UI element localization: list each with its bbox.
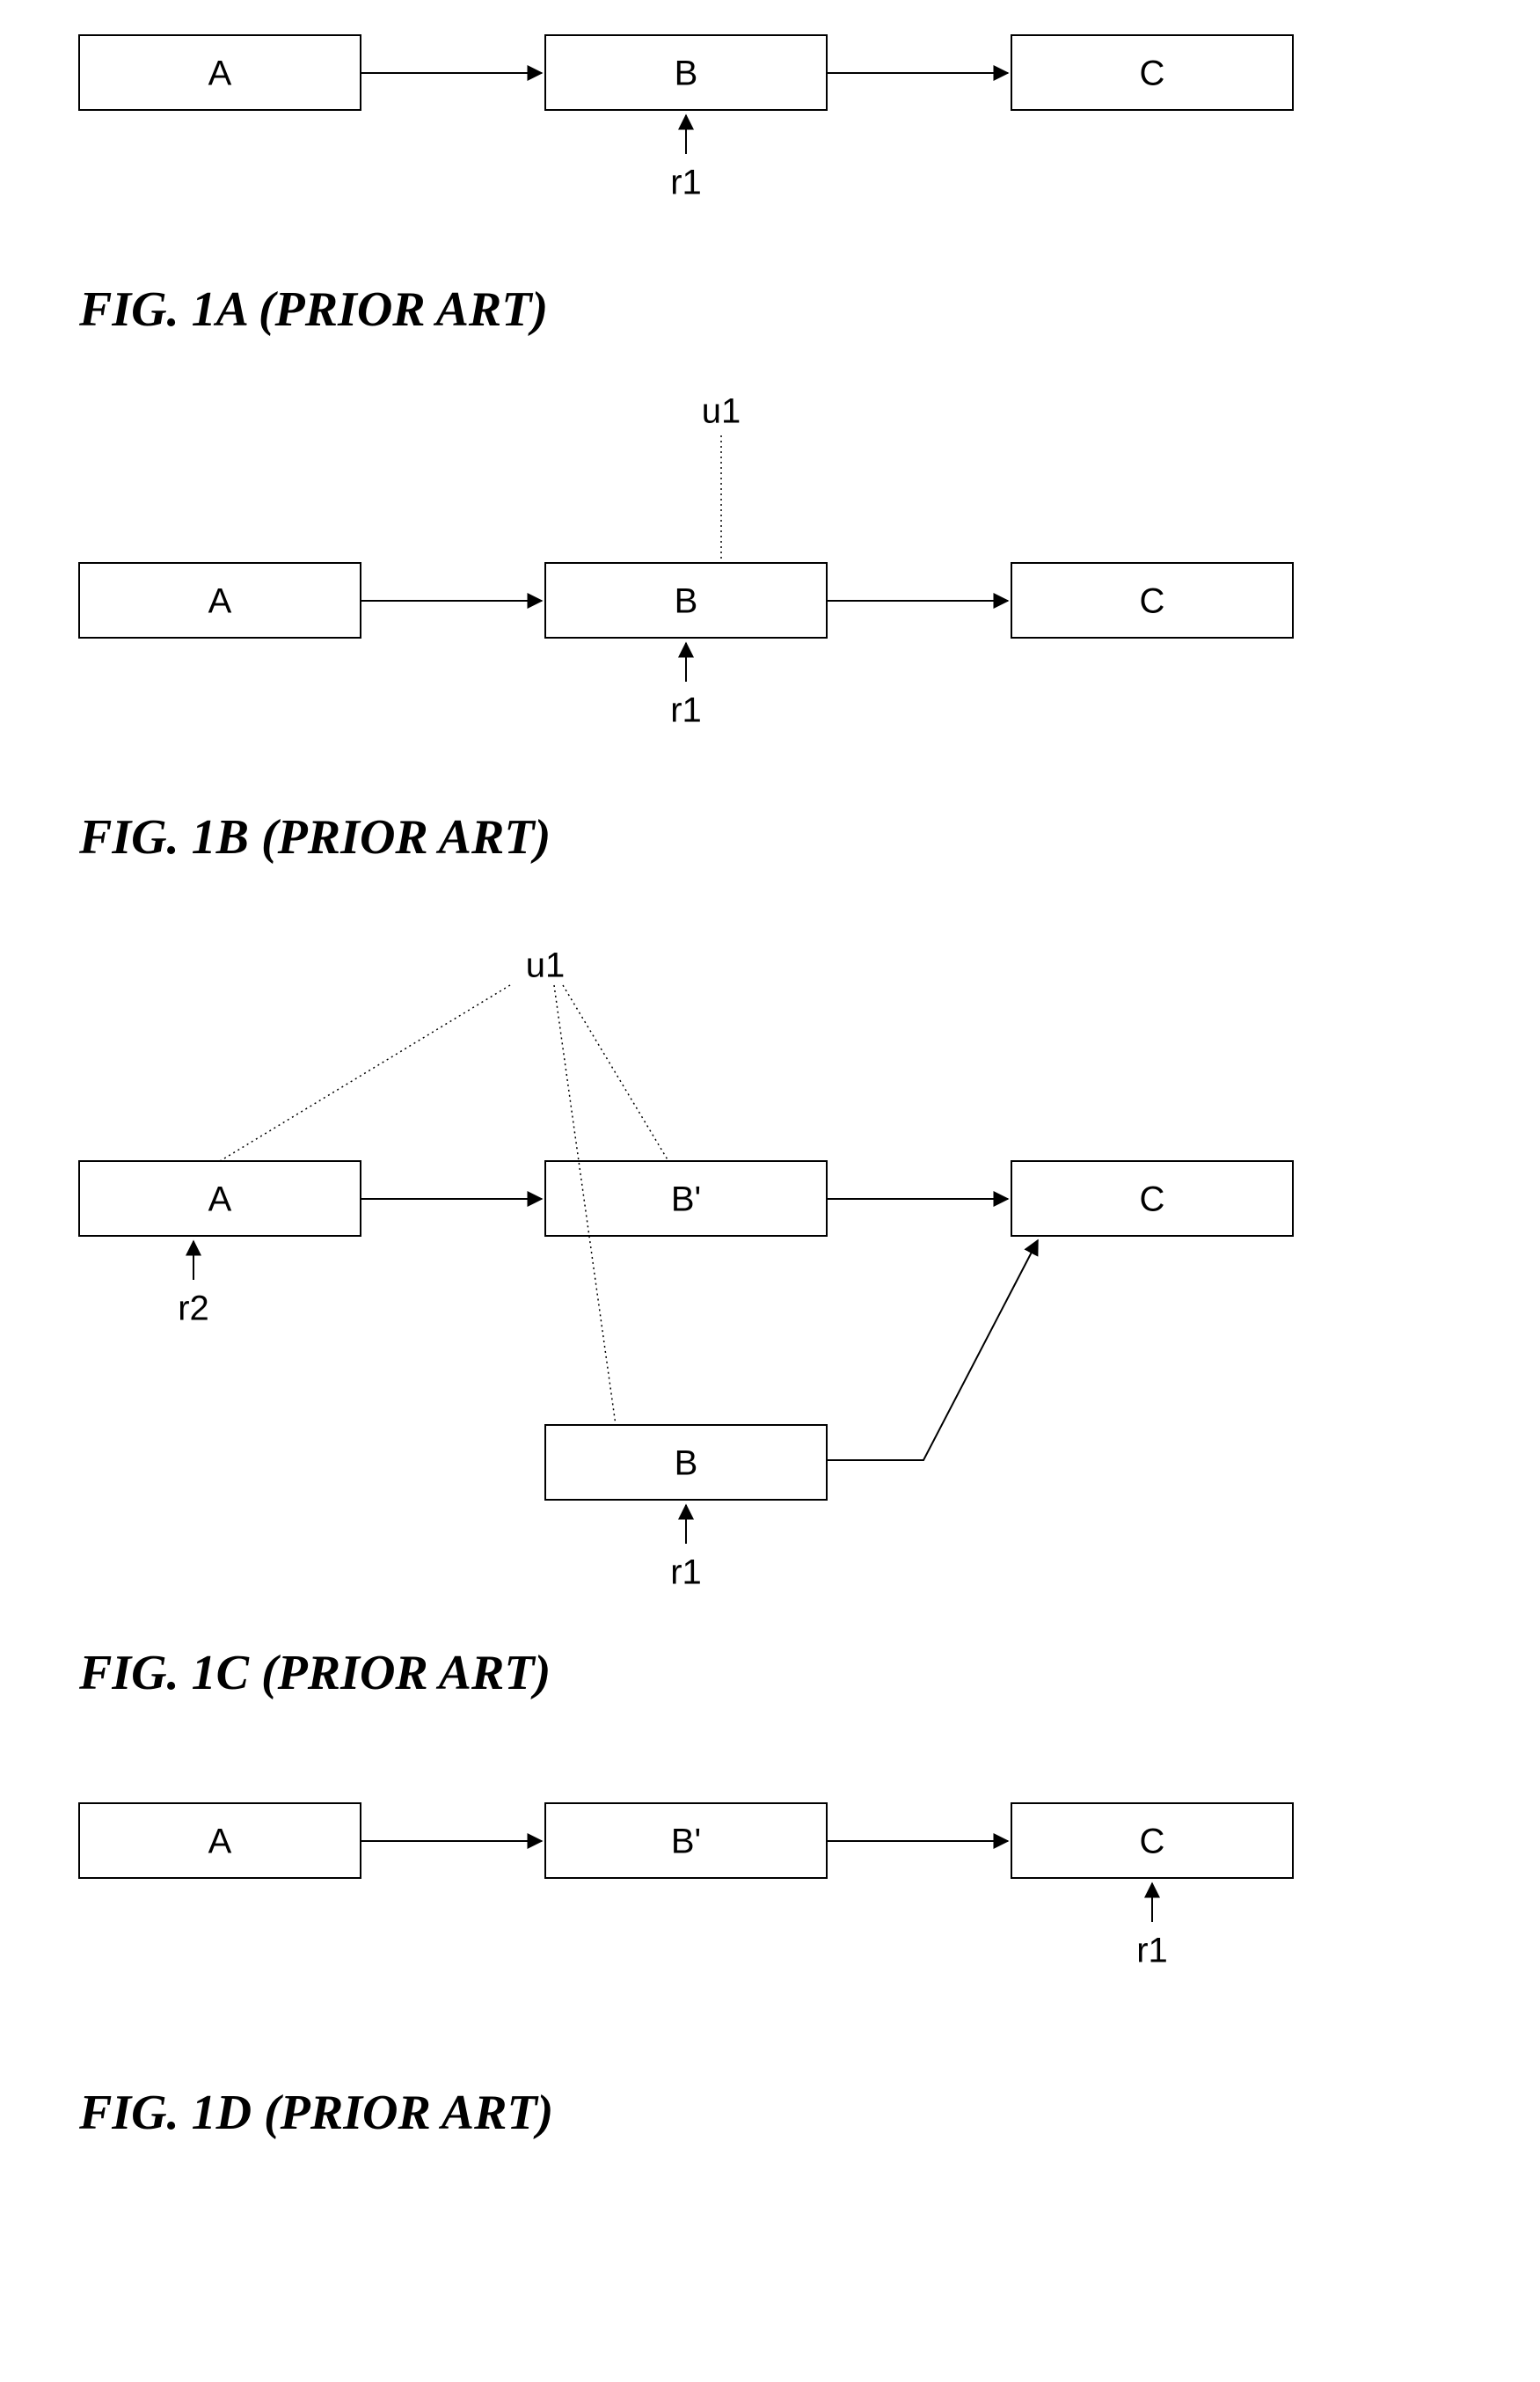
annot-r1: r1 [670, 1553, 702, 1592]
annot-r1: r1 [670, 691, 702, 730]
node-bp-label: B' [671, 1823, 701, 1861]
node-a-label: A [208, 582, 232, 621]
node-b-label: B [675, 582, 698, 621]
annot-u1: u1 [526, 946, 566, 985]
node-c-label: C [1140, 1823, 1165, 1861]
node-a-label: A [208, 1823, 232, 1861]
fig-1a: A B C r1 [79, 35, 1293, 202]
node-a-label: A [208, 1180, 232, 1219]
annot-u1: u1 [702, 392, 741, 431]
node-a-label: A [208, 55, 232, 93]
annot-r2: r2 [178, 1290, 209, 1328]
node-b-label: B [675, 1444, 698, 1483]
node-c-label: C [1140, 582, 1165, 621]
fig-1b: u1 A B C r1 [79, 392, 1293, 730]
node-c-label: C [1140, 1180, 1165, 1219]
node-bp-label: B' [671, 1180, 701, 1219]
caption-1a: FIG. 1A (PRIOR ART) [78, 282, 548, 337]
fig-1d: A B' C r1 [79, 1803, 1293, 1970]
node-c-label: C [1140, 55, 1165, 93]
caption-1d: FIG. 1D (PRIOR ART) [78, 2086, 553, 2140]
u1-to-a [220, 985, 510, 1161]
caption-1b: FIG. 1B (PRIOR ART) [78, 810, 551, 865]
edge-b-c [827, 1240, 1038, 1460]
node-b-label: B [675, 55, 698, 93]
fig-1c: u1 A B' C B r2 r1 [79, 946, 1293, 1592]
annot-r1: r1 [1136, 1932, 1168, 1970]
u1-to-bp [563, 985, 668, 1161]
diagram-canvas: A B C r1 FIG. 1A (PRIOR ART) u1 A B C r1… [0, 0, 1540, 2382]
caption-1c: FIG. 1C (PRIOR ART) [78, 1646, 551, 1700]
annot-r1: r1 [670, 164, 702, 202]
